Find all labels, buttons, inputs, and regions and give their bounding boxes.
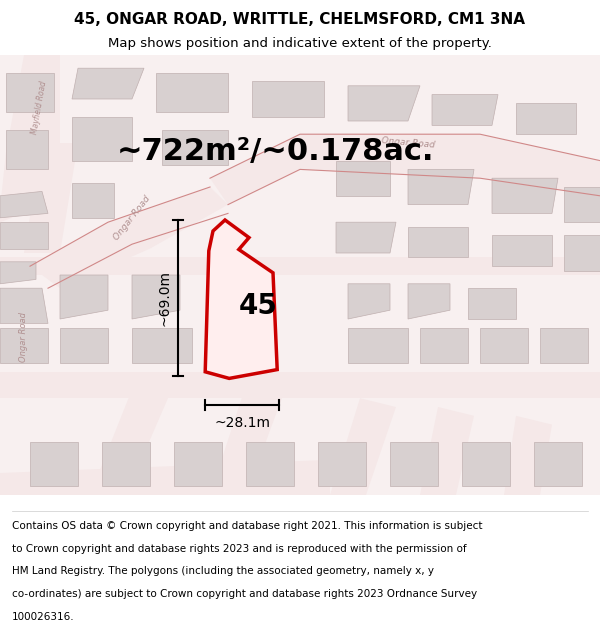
Polygon shape xyxy=(162,130,228,165)
Polygon shape xyxy=(408,284,450,319)
Polygon shape xyxy=(0,262,36,284)
Polygon shape xyxy=(348,86,420,121)
Polygon shape xyxy=(468,288,516,319)
Polygon shape xyxy=(6,130,48,169)
Polygon shape xyxy=(0,222,48,249)
Polygon shape xyxy=(132,328,192,363)
Polygon shape xyxy=(156,72,228,112)
Text: 45, ONGAR ROAD, WRITTLE, CHELMSFORD, CM1 3NA: 45, ONGAR ROAD, WRITTLE, CHELMSFORD, CM1… xyxy=(74,12,526,27)
Polygon shape xyxy=(0,328,48,363)
Polygon shape xyxy=(60,275,108,319)
Polygon shape xyxy=(420,328,468,363)
Polygon shape xyxy=(205,220,277,378)
Polygon shape xyxy=(480,328,528,363)
Polygon shape xyxy=(420,407,474,495)
Polygon shape xyxy=(0,191,48,218)
Text: 45: 45 xyxy=(239,292,277,320)
Polygon shape xyxy=(534,442,582,486)
Polygon shape xyxy=(90,389,168,495)
Polygon shape xyxy=(30,442,78,486)
Text: Map shows position and indicative extent of the property.: Map shows position and indicative extent… xyxy=(108,38,492,51)
Polygon shape xyxy=(564,236,600,271)
Polygon shape xyxy=(336,222,396,253)
Polygon shape xyxy=(0,288,48,323)
Text: Ongar Road: Ongar Road xyxy=(112,194,152,242)
Text: Ongar Road: Ongar Road xyxy=(381,136,435,150)
Polygon shape xyxy=(330,398,396,495)
Text: Ongar Road: Ongar Road xyxy=(19,312,29,362)
Text: ~722m²/~0.178ac.: ~722m²/~0.178ac. xyxy=(117,138,435,166)
Polygon shape xyxy=(252,81,324,117)
Polygon shape xyxy=(174,442,222,486)
Polygon shape xyxy=(462,442,510,486)
Polygon shape xyxy=(564,187,600,222)
Polygon shape xyxy=(0,460,330,495)
Polygon shape xyxy=(348,328,408,363)
Polygon shape xyxy=(72,117,132,161)
Text: Contains OS data © Crown copyright and database right 2021. This information is : Contains OS data © Crown copyright and d… xyxy=(12,521,482,531)
Polygon shape xyxy=(72,182,114,218)
Polygon shape xyxy=(540,328,588,363)
Polygon shape xyxy=(318,442,366,486)
Text: ~69.0m: ~69.0m xyxy=(158,270,172,326)
Polygon shape xyxy=(516,103,576,134)
Polygon shape xyxy=(408,169,474,204)
Polygon shape xyxy=(246,442,294,486)
Polygon shape xyxy=(0,258,600,275)
Polygon shape xyxy=(60,328,108,363)
Text: Mayfield Road: Mayfield Road xyxy=(30,81,48,135)
Polygon shape xyxy=(0,372,600,398)
Text: HM Land Registry. The polygons (including the associated geometry, namely x, y: HM Land Registry. The polygons (includin… xyxy=(12,566,434,576)
Polygon shape xyxy=(30,187,228,288)
Polygon shape xyxy=(336,161,390,196)
Polygon shape xyxy=(6,72,54,112)
Polygon shape xyxy=(348,284,390,319)
Polygon shape xyxy=(492,236,552,266)
Text: ~28.1m: ~28.1m xyxy=(214,416,270,430)
Text: co-ordinates) are subject to Crown copyright and database rights 2023 Ordnance S: co-ordinates) are subject to Crown copyr… xyxy=(12,589,477,599)
Polygon shape xyxy=(504,416,552,495)
Polygon shape xyxy=(132,275,180,319)
Polygon shape xyxy=(102,442,150,486)
Polygon shape xyxy=(210,385,282,495)
Polygon shape xyxy=(408,227,468,258)
Polygon shape xyxy=(492,178,558,213)
Text: to Crown copyright and database rights 2023 and is reproduced with the permissio: to Crown copyright and database rights 2… xyxy=(12,544,467,554)
Polygon shape xyxy=(390,442,438,486)
Text: 100026316.: 100026316. xyxy=(12,612,74,622)
Polygon shape xyxy=(72,68,144,99)
Polygon shape xyxy=(432,94,498,126)
Polygon shape xyxy=(0,55,60,222)
Polygon shape xyxy=(24,143,78,253)
Polygon shape xyxy=(210,134,600,204)
